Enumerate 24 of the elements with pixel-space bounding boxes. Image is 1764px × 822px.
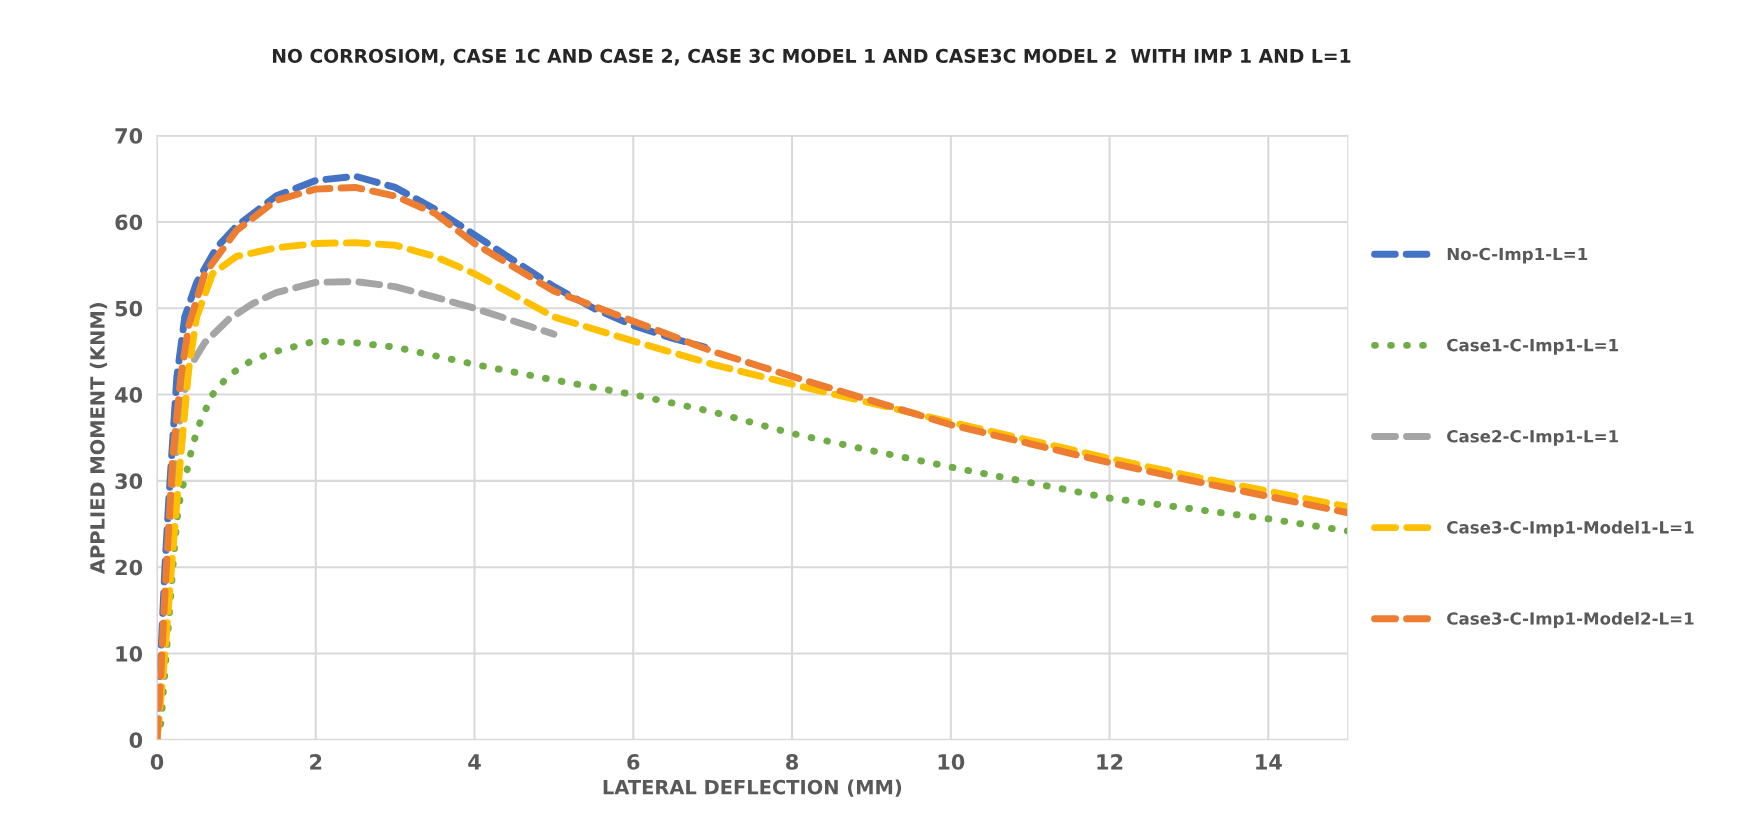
legend-label: Case3-C-Imp1-Model2-L=1 [1447,611,1694,629]
y-axis-title: APPLIED MOMENT (KNM) [89,303,108,574]
x-axis-title: LATERAL DEFLECTION (MM) [603,779,902,797]
chart-title: NO CORROSIOM, CASE 1C AND CASE 2, CASE 3C MODEL 1 AND CASE3C MODEL 2 WITH IMP 1 AND L=1 [273,48,1351,66]
y-tick-label: 60 [115,214,143,231]
y-tick-label: 50 [115,300,143,317]
y-tick-label: 0 [129,732,143,749]
x-tick-label: 12 [1097,754,1123,770]
legend-label: Case3-C-Imp1-Model1-L=1 [1447,520,1694,537]
y-tick-label: 70 [115,128,143,144]
legend-label: No-C-Imp1-L=1 [1447,247,1588,264]
y-tick-label: 40 [115,387,143,403]
legend-label: Case1-C-Imp1-L=1 [1447,338,1619,355]
x-tick-label: 2 [310,754,322,770]
x-tick-label: 8 [786,754,798,770]
x-tick-label: 4 [468,754,481,770]
y-tick-label: 30 [115,473,143,490]
y-tick-label: 10 [116,645,143,662]
x-tick-label: 14 [1256,754,1282,770]
y-tick-label: 20 [115,559,143,576]
legend-label: Case2-C-Imp1-L=1 [1447,429,1619,446]
x-tick-label: 6 [627,754,640,770]
x-tick-label: 10 [938,754,965,770]
x-tick-label: 0 [150,754,164,770]
